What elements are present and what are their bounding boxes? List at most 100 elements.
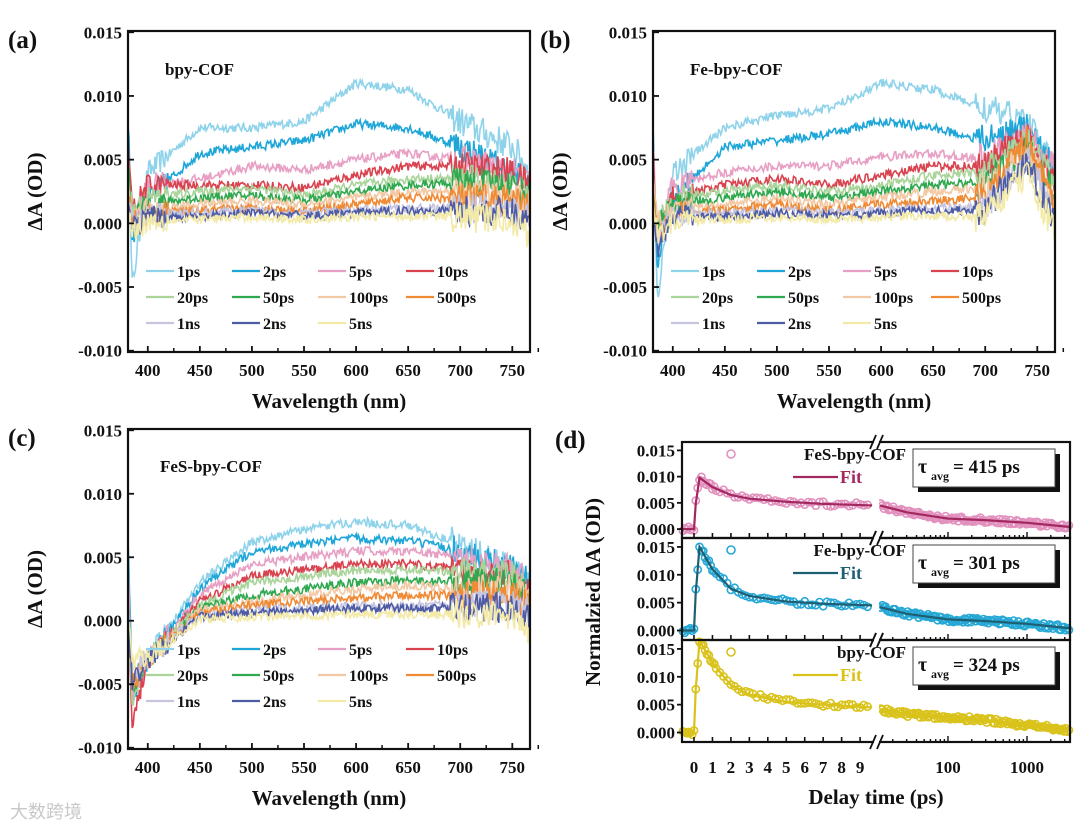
y-tick-label: 0.015 [84, 421, 122, 440]
y-tick-label: 0.015 [637, 441, 675, 460]
fit-line [682, 637, 873, 734]
legend-label: 50ps [263, 290, 294, 307]
series-line-5ns [653, 161, 1055, 245]
y-axis-label: Normalzied ΔA (OD) [581, 498, 605, 686]
y-tick-label: 0.010 [84, 485, 122, 504]
x-tick-label: 9 [856, 758, 865, 777]
x-tick-label: 4 [764, 758, 773, 777]
x-tick-label: 700 [447, 361, 473, 380]
legend-item: 2ns [232, 316, 286, 333]
legend-item: 5ps [843, 264, 897, 281]
legend-item: 500ps [406, 668, 476, 685]
legend-item: 1ps [671, 264, 725, 281]
fit-line [879, 504, 1070, 529]
x-tick-label: 7 [819, 758, 828, 777]
series-line-20ps [653, 129, 1055, 228]
legend-label: 1ps [177, 642, 200, 659]
legend-label: 2ns [788, 316, 811, 333]
panel-b: 400 450 500 550 600 650 700 750 -0.010 -0.005 0.00… [540, 23, 1065, 413]
x-tick-label: 400 [135, 758, 161, 777]
legend-item: 2ps [232, 642, 286, 659]
legend-label: 5ps [874, 264, 897, 281]
y-tick-label: -0.005 [78, 675, 122, 694]
series-line-10ps [653, 124, 1055, 244]
axis-break-mark [876, 434, 884, 450]
y-tick-label: 0.005 [84, 151, 122, 170]
y-tick-label: 0.005 [84, 548, 122, 567]
legend-label: 50ps [788, 290, 819, 307]
legend-item: 5ps [318, 642, 372, 659]
series-line-50ps [653, 135, 1055, 233]
panel-label: (a) [8, 27, 37, 54]
y-tick-label: 0.015 [609, 23, 647, 42]
tau-subscript: avg [931, 565, 949, 579]
x-tick-label: 400 [660, 361, 686, 380]
y-tick-label: 0.000 [84, 612, 122, 631]
series-line-1ps [128, 77, 530, 279]
legend-label: 10ps [962, 264, 993, 281]
chart-title: FeS-bpy-COF [160, 457, 262, 476]
legend-label: 5ns [874, 316, 897, 333]
legend-item: 1ns [671, 316, 725, 333]
y-tick-label: 0.000 [637, 520, 675, 539]
legend-label: 5ps [349, 264, 372, 281]
tau-box: τ avg = 415 ps [912, 448, 1060, 492]
x-tick-label: 500 [764, 361, 790, 380]
panel-label: (d) [555, 427, 586, 454]
fit-line [682, 475, 873, 531]
tau-subscript: avg [931, 469, 949, 483]
y-tick-label: 0.000 [84, 214, 122, 233]
tau-symbol: τ [918, 456, 927, 478]
y-tick-label: -0.010 [78, 739, 122, 758]
series-line-5ns [128, 599, 530, 671]
tau-value: = 324 ps [953, 655, 1020, 676]
data-point [709, 566, 719, 576]
legend-item: 20ps [146, 290, 208, 307]
series-line-5ns [128, 196, 530, 248]
x-axis-label: Wavelength (nm) [252, 786, 407, 810]
y-tick-label: 0.000 [637, 724, 675, 743]
x-tick-label: 700 [447, 758, 473, 777]
y-tick-label: 0.000 [609, 214, 647, 233]
axis-break-mark [876, 632, 884, 648]
x-tick-label: 550 [291, 361, 317, 380]
data-point [722, 488, 732, 498]
x-tick-label: 450 [187, 758, 213, 777]
series-line-500ps [128, 172, 530, 230]
series-group [128, 506, 530, 729]
y-tick-label: 0.015 [84, 23, 122, 42]
subplot-bpy-COF: 0.000 0.005 0.010 0.015 bpy-COF Fit τ avg = 324 … [637, 632, 1074, 750]
axis-break-mark [869, 530, 877, 546]
axis-break-gap [874, 637, 879, 745]
y-tick-label: 0.010 [637, 468, 675, 487]
tau-value: = 415 ps [953, 457, 1020, 478]
data-point [687, 730, 697, 740]
legend-label: 20ps [177, 668, 208, 685]
fit-line [879, 708, 1070, 731]
subplot-FeS-bpy-COF: 0.000 0.005 0.010 0.015 FeS-bpy-COF Fit τ avg = … [637, 434, 1074, 546]
y-tick-label: 0.010 [609, 87, 647, 106]
legend-label: 100ps [349, 290, 388, 307]
y-tick-label: 0.015 [637, 640, 675, 659]
legend-item: 1ps [146, 642, 200, 659]
legend-item: 10ps [406, 264, 468, 281]
x-tick-label: 450 [187, 361, 213, 380]
x-tick-label: 550 [291, 758, 317, 777]
axis-break-mark [876, 734, 884, 750]
panel-label: (b) [540, 27, 571, 54]
y-axis-label: ΔA (OD) [548, 153, 572, 231]
x-tick-label: 600 [868, 361, 894, 380]
legend-item: 5ns [318, 694, 372, 711]
data-point [826, 501, 835, 511]
legend-label: 1ns [177, 316, 200, 333]
y-axis-label: ΔA (OD) [23, 153, 47, 231]
x-tick-label: 550 [816, 361, 842, 380]
tau-box-frame [912, 544, 1056, 584]
legend-label: 1ps [702, 264, 725, 281]
legend-label: 1ns [702, 316, 725, 333]
legend-item: 50ps [232, 668, 294, 685]
x-tick-label: 750 [500, 758, 526, 777]
plot-frame [651, 29, 1057, 354]
